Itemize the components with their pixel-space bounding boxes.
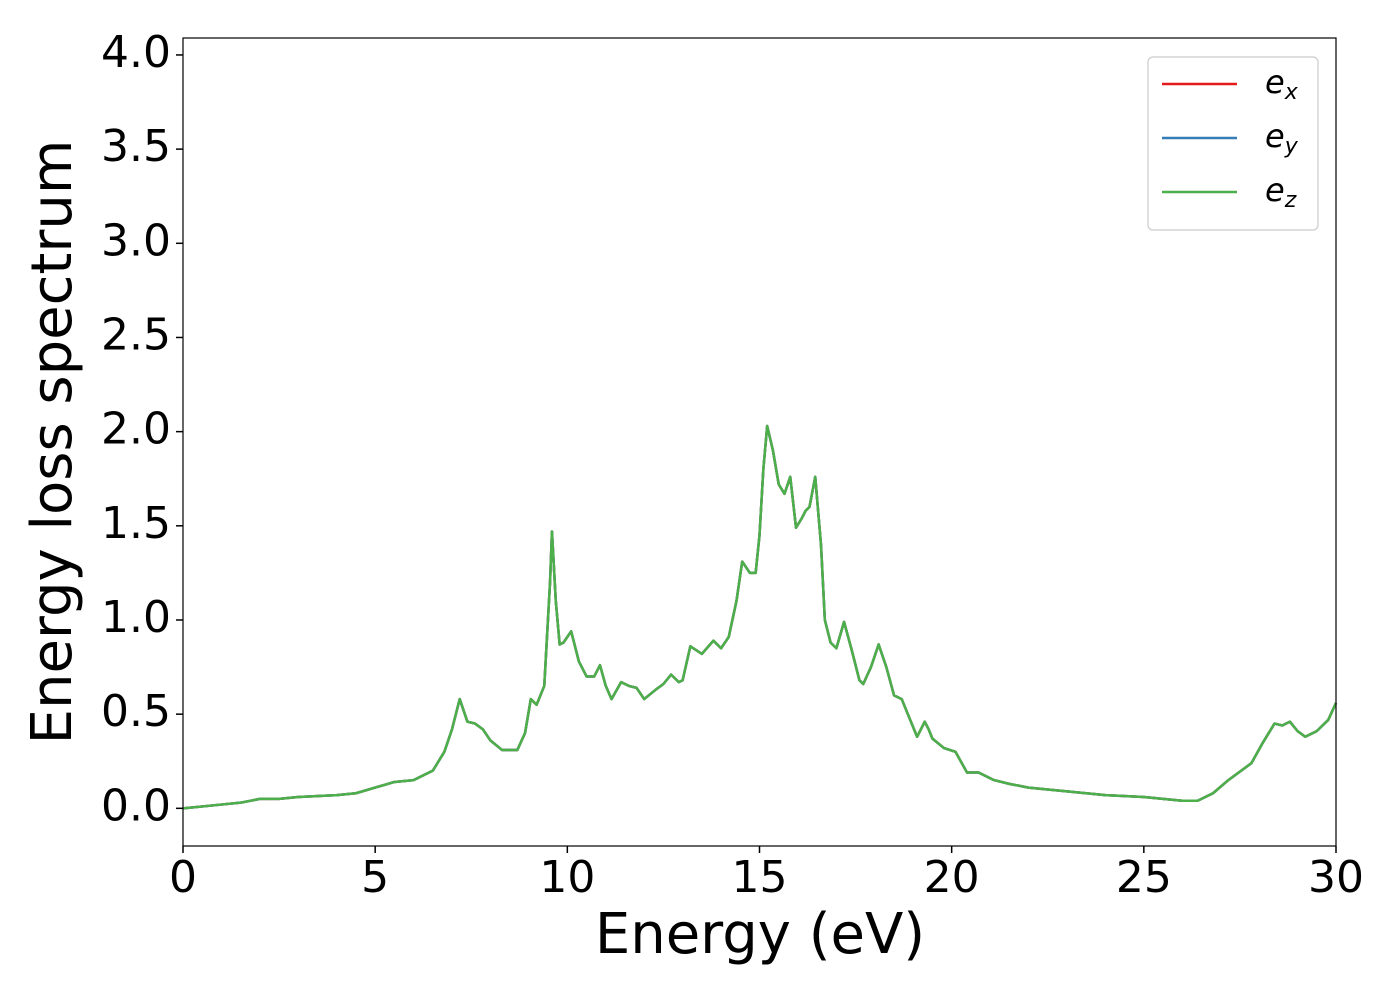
legend-label: ez [1265,171,1297,213]
x-tick-label: 5 [361,852,389,903]
series-line [182,424,1338,810]
plot-frame [182,37,1337,847]
y-tick-label: 4.0 [101,27,171,78]
y-tick-label: 3.5 [101,121,171,172]
y-tick-label: 0.5 [101,686,171,737]
y-tick-label: 1.0 [101,592,171,643]
legend-label: ex [1265,63,1299,105]
x-tick-label: 30 [1308,852,1364,903]
x-tick-label: 15 [732,852,788,903]
legend-label: ey [1265,117,1299,159]
y-tick-label: 2.0 [101,404,171,455]
x-tick-label: 20 [924,852,980,903]
y-tick-label: 2.5 [101,309,171,360]
y-tick-label: 1.5 [101,498,171,549]
y-axis-label: Energy loss spectrum [20,140,85,745]
x-axis-label: Energy (eV) [595,902,925,967]
x-tick-label: 25 [1116,852,1172,903]
y-tick-label: 0.0 [101,780,171,831]
x-tick-label: 0 [169,852,197,903]
x-tick-label: 10 [539,852,595,903]
legend-box [1147,56,1319,231]
y-tick-label: 3.0 [101,215,171,266]
